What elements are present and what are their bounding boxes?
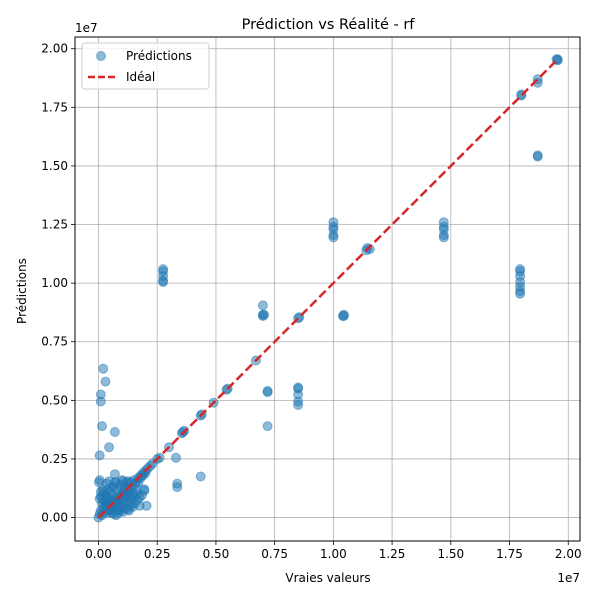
data-point [94,475,105,486]
data-point [109,427,120,437]
data-point [293,400,304,410]
data-point [95,396,106,407]
data-point [139,485,150,496]
data-point [104,476,115,487]
data-point [100,376,111,387]
x-tick-label: 2.00 [555,547,582,561]
x-axis-offset-text: 1e7 [557,571,580,585]
data-point [328,232,339,243]
x-axis-label: Vraies valeurs [285,571,370,585]
data-point [97,421,107,432]
legend: Prédictions Idéal [81,42,210,90]
data-point [140,468,151,478]
data-point [195,471,206,482]
x-tick-label: 0.00 [85,547,112,561]
y-tick-label: 2.00 [41,42,68,56]
chart-title: Prédiction vs Réalité - rf [242,17,416,33]
data-point [126,496,137,507]
data-point [124,505,134,516]
legend-marker-predictions [96,51,106,61]
data-point [262,386,273,396]
x-tick-label: 0.50 [203,547,230,561]
ideal-line [97,58,559,519]
y-tick-label: 0.25 [41,452,68,466]
x-tick-label: 0.75 [261,547,288,561]
data-point [112,496,123,507]
legend-label-predictions: Prédictions [126,49,192,63]
data-point [532,151,543,162]
data-point [364,244,375,255]
data-point [94,450,105,461]
data-point [262,421,273,432]
y-tick-label: 1.75 [41,100,68,114]
ideal-line-group [97,58,559,519]
y-tick-label: 1.25 [41,218,68,232]
y-tick-label: 1.00 [41,276,68,290]
data-point [259,309,270,320]
data-point [141,500,152,511]
data-point [257,300,268,311]
x-tick-label: 1.00 [320,547,347,561]
data-point [171,452,181,463]
y-tick-label: 0.50 [41,393,68,407]
data-point [104,442,115,453]
data-point [94,493,105,504]
y-tick-label: 0.00 [41,511,68,525]
data-point [126,477,137,488]
data-point [172,482,183,493]
data-point [438,232,449,243]
data-point [158,277,169,287]
data-point [515,288,526,299]
data-points [93,54,563,523]
data-point [98,363,109,374]
x-tick-label: 1.50 [437,547,464,561]
x-tick-label: 1.25 [379,547,406,561]
plot-frame [74,36,581,542]
ticks: 0.00 0.25 0.50 0.75 1.00 1.25 1.50 1.75 2.00 0.00… [41,42,581,561]
y-tick-label: 0.75 [41,335,68,349]
legend-label-ideal: Idéal [126,70,155,84]
x-tick-label: 0.25 [144,547,171,561]
y-tick-label: 1.50 [41,159,68,173]
data-point [337,311,348,321]
x-tick-label: 1.75 [496,547,523,561]
y-axis-offset-text: 1e7 [75,21,98,35]
y-axis-label: Prédictions [15,258,29,324]
data-point [109,469,120,480]
